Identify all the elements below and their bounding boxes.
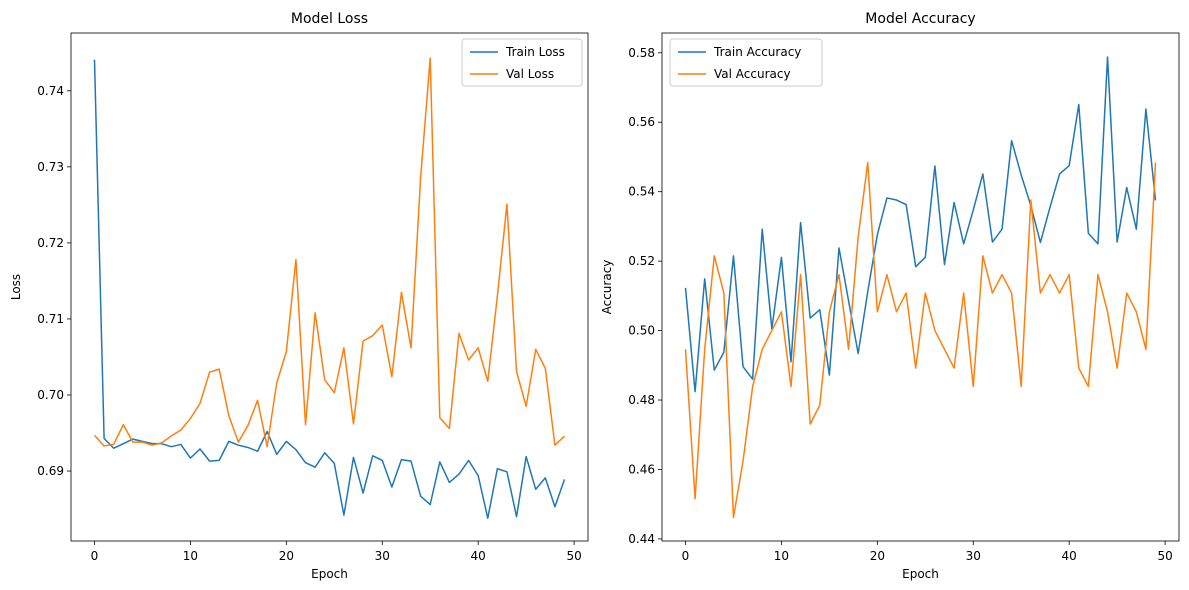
legend-label: Train Loss	[505, 45, 565, 59]
chart-title: Model Loss	[291, 11, 368, 27]
y-tick-label: 0.56	[628, 115, 655, 129]
x-tick-label: 20	[279, 549, 294, 563]
y-tick-label: 0.46	[628, 462, 655, 476]
x-tick-label: 40	[1062, 549, 1077, 563]
chart-title: Model Accuracy	[865, 11, 975, 27]
plot-frame	[661, 32, 1180, 542]
x-axis-label: Epoch	[311, 567, 348, 581]
legend-label: Val Loss	[506, 67, 554, 81]
y-tick-label: 0.69	[37, 464, 64, 478]
y-tick-label: 0.58	[628, 46, 655, 60]
series-line-train-accuracy	[684, 56, 1157, 393]
legend-label: Val Accuracy	[714, 67, 791, 81]
plot-frame	[70, 32, 589, 542]
y-tick-label: 0.52	[628, 254, 655, 268]
y-tick-label: 0.44	[628, 532, 655, 546]
y-tick-label: 0.73	[37, 160, 64, 174]
y-tick-label: 0.71	[37, 312, 64, 326]
y-tick-label: 0.74	[37, 84, 64, 98]
series-line-val-accuracy	[684, 161, 1157, 519]
y-tick-label: 0.70	[37, 388, 64, 402]
legend: Train Loss Val Loss	[461, 38, 583, 87]
y-tick-label: 0.72	[37, 236, 64, 250]
x-tick-label: 50	[1157, 549, 1172, 563]
series-line-val-loss	[93, 57, 566, 448]
accuracy-chart-panel: Model Accuracy 0 10 20 30 40 50 0.44 0.46 0.48 0.5…	[600, 11, 1180, 581]
y-axis-label: Loss	[9, 274, 23, 300]
x-axis-label: Epoch	[902, 567, 939, 581]
y-tick-label: 0.54	[628, 185, 655, 199]
x-tick-label: 40	[471, 549, 486, 563]
y-axis-label: Accuracy	[600, 260, 614, 315]
legend-label: Train Accuracy	[713, 45, 801, 59]
y-tick-label: 0.48	[628, 393, 655, 407]
x-tick-label: 30	[966, 549, 981, 563]
loss-chart-panel: Model Loss 0 10 20 30 40 50 0.69 0.70 0.71 0.72 0.7…	[9, 11, 589, 581]
legend: Train Accuracy Val Accuracy	[669, 38, 823, 87]
x-tick-label: 0	[91, 549, 99, 563]
series-line-train-loss	[93, 59, 566, 519]
x-tick-label: 20	[870, 549, 885, 563]
x-tick-label: 30	[375, 549, 390, 563]
x-tick-label: 50	[566, 549, 581, 563]
x-tick-label: 10	[183, 549, 198, 563]
y-tick-label: 0.50	[628, 324, 655, 338]
x-tick-label: 0	[682, 549, 690, 563]
x-tick-label: 10	[774, 549, 789, 563]
legend-box	[669, 38, 823, 87]
